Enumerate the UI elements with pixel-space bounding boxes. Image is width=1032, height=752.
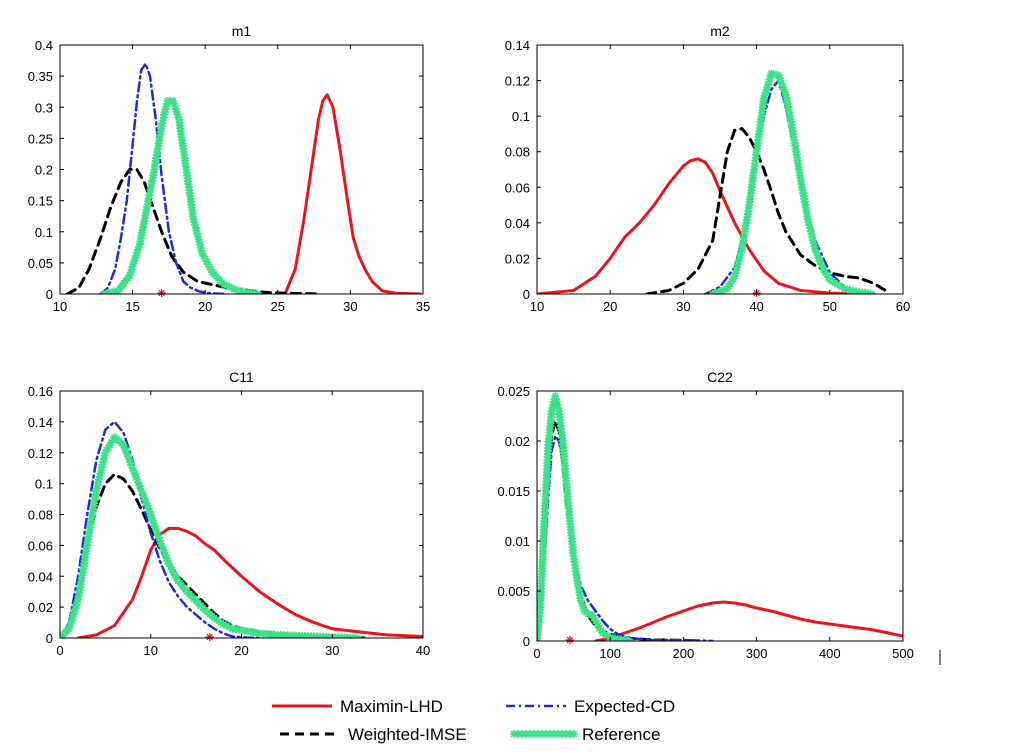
series-line-expected bbox=[60, 420, 261, 638]
y-tick-label: 0 bbox=[46, 287, 53, 302]
x-tick-label: 15 bbox=[125, 299, 139, 314]
panel-title: m1 bbox=[232, 23, 252, 39]
panel-title: m2 bbox=[710, 23, 730, 39]
x-tick-label: 10 bbox=[53, 299, 67, 314]
y-tick-label: 0.04 bbox=[505, 216, 530, 231]
x-tick-label: 60 bbox=[896, 299, 910, 314]
y-tick-label: 0.08 bbox=[28, 508, 53, 523]
legend: Maximin-LHD Expected-CD Weighted-IMSE Refer… bbox=[272, 650, 941, 744]
legend-entry-expected: Expected-CD bbox=[506, 697, 675, 716]
x-tick-label: 30 bbox=[325, 643, 339, 658]
series-group bbox=[537, 69, 890, 294]
y-tick-label: 0.05 bbox=[28, 256, 53, 271]
axes-frame bbox=[536, 390, 904, 642]
x-tick-label: 20 bbox=[198, 299, 212, 314]
y-tick-label: 0.1 bbox=[35, 225, 53, 240]
axes-frame bbox=[536, 44, 904, 295]
x-tick-label: 40 bbox=[416, 643, 430, 658]
series-markers-reference bbox=[537, 392, 633, 641]
y-tick-label: 0.005 bbox=[497, 584, 530, 599]
legend-label: Reference bbox=[582, 725, 660, 744]
y-tick-label: 0 bbox=[523, 287, 530, 302]
panel-m2: m2 10 20 30 40 50 60 0 0.02 0.04 0.06 0.08 0.1 0.12 0.… bbox=[505, 23, 911, 314]
y-tick-label: 0 bbox=[523, 634, 530, 649]
legend-label: Expected-CD bbox=[574, 697, 675, 716]
y-tick-label: 0.02 bbox=[505, 251, 530, 266]
panel-title: C11 bbox=[229, 369, 254, 385]
series-line-maximin bbox=[594, 600, 903, 641]
legend-entry-reference: Reference bbox=[510, 725, 660, 744]
legend-markers-reference bbox=[510, 730, 578, 738]
x-tick-label: 0 bbox=[56, 643, 63, 658]
y-tick-label: 0.025 bbox=[497, 384, 530, 399]
y-tick-label: 0.1 bbox=[35, 477, 53, 492]
panel-c22: C22 0 100 200 300 400 500 0 0.005 0.01 0.015 0.02 0.… bbox=[497, 369, 913, 661]
y-tick-label: 0.14 bbox=[28, 415, 53, 430]
legend-label: Maximin-LHD bbox=[340, 697, 443, 716]
y-tick-label: 0.06 bbox=[28, 538, 53, 553]
y-tick-label: 0.01 bbox=[505, 534, 530, 549]
y-tick-label: 0.2 bbox=[35, 163, 53, 178]
series-markers-reference bbox=[60, 433, 361, 638]
panel-c11: C11 0 10 20 30 40 0 0.02 0.04 0.06 0.08 0.1 0.12 0.14… bbox=[28, 369, 431, 658]
legend-entry-weighted: Weighted-IMSE bbox=[280, 725, 467, 744]
x-tick-label: 35 bbox=[416, 299, 430, 314]
series-group bbox=[65, 62, 422, 294]
true-value-marker bbox=[157, 289, 166, 297]
x-tick-label: 20 bbox=[234, 643, 248, 658]
x-tick-label: 200 bbox=[673, 646, 695, 661]
y-tick-label: 0.12 bbox=[28, 446, 53, 461]
panel-title: C22 bbox=[707, 369, 733, 385]
panels: m1 10 15 20 25 30 35 0 0.05 0.1 0.15 0.2 0.25 0.3 0.35… bbox=[28, 23, 914, 661]
x-tick-label: 40 bbox=[749, 299, 763, 314]
x-tick-label: 400 bbox=[819, 646, 841, 661]
series-line-weighted bbox=[645, 127, 890, 294]
series-group bbox=[537, 392, 903, 641]
y-tick-label: 0.12 bbox=[505, 74, 530, 89]
x-tick-label: 30 bbox=[676, 299, 690, 314]
x-tick-label: 300 bbox=[746, 646, 768, 661]
legend-label: Weighted-IMSE bbox=[348, 725, 467, 744]
y-tick-label: 0.15 bbox=[28, 194, 53, 209]
y-tick-label: 0.35 bbox=[28, 69, 53, 84]
y-tick-label: 0.015 bbox=[497, 484, 530, 499]
true-value-marker bbox=[565, 636, 574, 644]
x-tick-label: 10 bbox=[144, 643, 158, 658]
y-tick-label: 0.16 bbox=[28, 384, 53, 399]
y-tick-label: 0 bbox=[46, 631, 53, 646]
x-tick-label: 20 bbox=[603, 299, 617, 314]
x-tick-label: 0 bbox=[533, 646, 540, 661]
series-line-maximin bbox=[76, 526, 423, 638]
y-tick-label: 0.02 bbox=[505, 434, 530, 449]
y-tick-label: 0.08 bbox=[505, 145, 530, 160]
y-tick-label: 0.1 bbox=[512, 109, 530, 124]
series-group bbox=[60, 420, 423, 638]
x-tick-label: 10 bbox=[530, 299, 544, 314]
y-tick-label: 0.06 bbox=[505, 180, 530, 195]
panel-m1: m1 10 15 20 25 30 35 0 0.05 0.1 0.15 0.2 0.25 0.3 0.35… bbox=[28, 23, 431, 314]
y-tick-label: 0.4 bbox=[35, 38, 53, 53]
series-line-maximin bbox=[537, 157, 868, 294]
x-tick-label: 100 bbox=[599, 646, 621, 661]
series-line-maximin bbox=[283, 93, 422, 294]
y-tick-label: 0.14 bbox=[505, 38, 530, 53]
y-tick-label: 0.04 bbox=[28, 569, 53, 584]
y-tick-label: 0.02 bbox=[28, 600, 53, 615]
true-value-marker bbox=[205, 633, 214, 641]
legend-entry-maximin: Maximin-LHD bbox=[272, 697, 443, 716]
series-markers-reference bbox=[708, 69, 875, 294]
y-tick-label: 0.3 bbox=[35, 100, 53, 115]
x-tick-label: 500 bbox=[892, 646, 914, 661]
y-tick-label: 0.25 bbox=[28, 131, 53, 146]
series-markers-reference bbox=[99, 97, 262, 294]
series-line-expected bbox=[99, 62, 229, 294]
x-tick-label: 25 bbox=[271, 299, 285, 314]
x-tick-label: 50 bbox=[823, 299, 837, 314]
x-tick-label: 30 bbox=[343, 299, 357, 314]
